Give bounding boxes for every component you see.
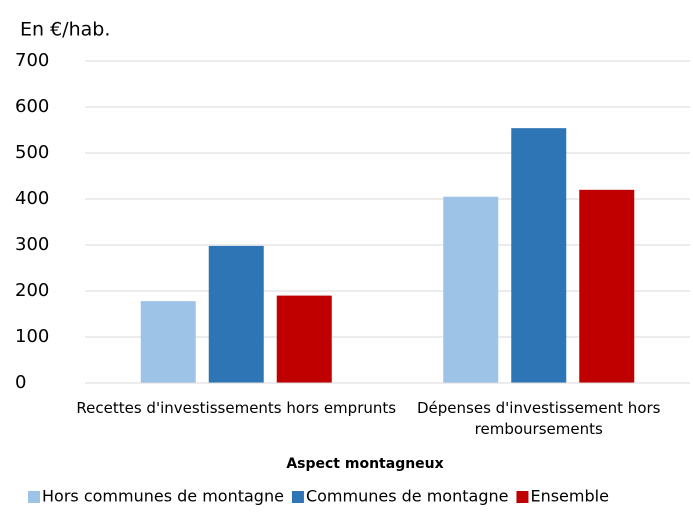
- y-tick-label: 500: [15, 142, 49, 163]
- y-tick-label: 400: [15, 188, 49, 209]
- x-tick-label: Dépenses d'investissement hors rembourse…: [417, 399, 661, 438]
- unit-label: En €/hab.: [20, 19, 110, 41]
- legend-label: Ensemble: [530, 487, 608, 506]
- y-tick-label: 100: [15, 326, 49, 347]
- y-tick-label: 0: [15, 372, 26, 393]
- x-axis-title: Aspect montagneux: [286, 456, 443, 472]
- y-tick-label: 700: [15, 50, 49, 71]
- bar: [276, 295, 332, 383]
- legend-label: Hors communes de montagne: [42, 487, 284, 506]
- x-tick-label: Recettes d'investissements hors emprunts: [76, 399, 397, 417]
- bar: [208, 245, 264, 383]
- y-tick-label: 600: [15, 96, 49, 117]
- bar: [443, 196, 499, 383]
- y-tick-label: 200: [15, 280, 49, 301]
- legend-swatch: [516, 491, 529, 503]
- y-tick-label: 300: [15, 234, 49, 255]
- bar: [140, 301, 196, 383]
- bar: [511, 128, 567, 383]
- legend-label: Communes de montagne: [306, 487, 509, 506]
- legend-swatch: [28, 491, 40, 503]
- bar: [579, 189, 635, 383]
- legend-swatch: [291, 491, 304, 503]
